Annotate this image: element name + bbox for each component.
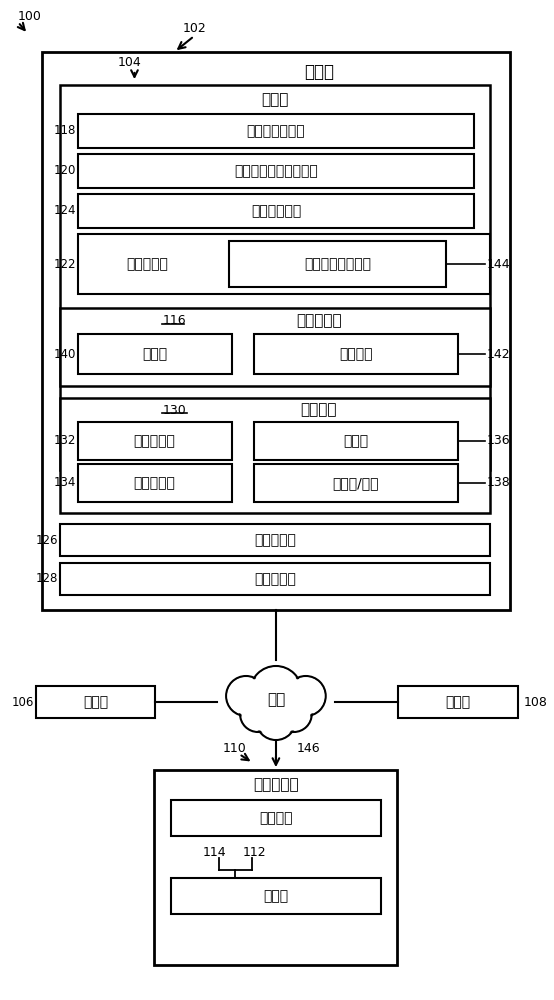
Circle shape <box>276 696 312 732</box>
Text: 106: 106 <box>12 696 34 708</box>
Bar <box>60 308 490 386</box>
Bar <box>78 334 232 374</box>
Bar <box>171 800 381 836</box>
Circle shape <box>256 700 296 740</box>
Bar <box>398 686 518 718</box>
Text: 126: 126 <box>35 534 58 546</box>
Text: 存在控制器: 存在控制器 <box>254 572 296 586</box>
Text: 122: 122 <box>53 257 76 270</box>
Bar <box>60 563 490 595</box>
Bar <box>171 878 381 914</box>
Text: 118: 118 <box>53 124 76 137</box>
Bar <box>78 234 490 294</box>
Bar <box>78 422 232 460</box>
Bar <box>60 85 490 470</box>
Circle shape <box>240 696 276 732</box>
Text: 收发器: 收发器 <box>142 347 167 361</box>
Circle shape <box>258 702 294 738</box>
Bar <box>42 52 510 610</box>
Text: 记录控制器: 记录控制器 <box>254 533 296 547</box>
Bar <box>254 464 458 502</box>
Text: 协议代理: 协议代理 <box>339 347 372 361</box>
Text: 扬声器/耳机: 扬声器/耳机 <box>332 476 379 490</box>
Text: 计算机: 计算机 <box>304 63 334 81</box>
Bar <box>78 154 474 188</box>
Text: 音频输出流: 音频输出流 <box>134 476 175 490</box>
Text: 通信方: 通信方 <box>261 93 289 107</box>
Text: 138: 138 <box>487 477 511 489</box>
Text: 通信方: 通信方 <box>445 695 471 709</box>
Circle shape <box>250 666 302 718</box>
Text: 132: 132 <box>53 434 76 448</box>
Text: 数据流控制器: 数据流控制器 <box>251 204 301 218</box>
Text: 112: 112 <box>242 846 266 858</box>
Text: 网络: 网络 <box>267 692 285 708</box>
Text: 124: 124 <box>53 205 76 218</box>
Text: 146: 146 <box>297 742 321 754</box>
Bar <box>254 422 458 460</box>
Text: 134: 134 <box>53 477 76 489</box>
Bar <box>78 464 232 502</box>
Text: 128: 128 <box>35 572 58 585</box>
Text: 配置文件: 配置文件 <box>259 811 293 825</box>
Text: 136: 136 <box>487 434 511 448</box>
Circle shape <box>288 678 324 714</box>
Circle shape <box>252 668 300 716</box>
Text: 100: 100 <box>18 9 42 22</box>
Circle shape <box>286 676 326 716</box>
Text: 配置控制器: 配置控制器 <box>126 257 168 271</box>
Text: 战术和环境提示控制器: 战术和环境提示控制器 <box>234 164 318 178</box>
Circle shape <box>226 676 266 716</box>
Text: 测试指挥者: 测试指挥者 <box>253 778 299 792</box>
Circle shape <box>242 698 274 730</box>
Text: 120: 120 <box>53 164 76 178</box>
Text: 麦克风: 麦克风 <box>343 434 368 448</box>
Bar <box>60 524 490 556</box>
Text: 108: 108 <box>524 696 548 708</box>
Text: 116: 116 <box>162 314 186 328</box>
Text: 144: 144 <box>487 257 511 270</box>
Bar <box>229 241 446 287</box>
Text: 102: 102 <box>182 21 206 34</box>
Circle shape <box>228 678 264 714</box>
Text: 语音通信系统配置: 语音通信系统配置 <box>304 257 371 271</box>
Text: 114: 114 <box>202 846 226 858</box>
Bar <box>36 686 155 718</box>
Bar <box>155 770 397 965</box>
Text: 音频输入流: 音频输入流 <box>134 434 175 448</box>
Text: 音频设备: 音频设备 <box>300 402 337 418</box>
Circle shape <box>278 698 310 730</box>
Text: 130: 130 <box>162 403 186 416</box>
Text: 通信管理器: 通信管理器 <box>296 314 342 328</box>
Text: 140: 140 <box>53 348 76 360</box>
Bar <box>254 334 458 374</box>
Text: 142: 142 <box>487 348 511 360</box>
Bar <box>78 114 474 148</box>
Bar <box>78 194 474 228</box>
Text: 110: 110 <box>222 742 246 754</box>
Text: 104: 104 <box>117 56 141 70</box>
Bar <box>60 398 490 513</box>
Text: 通信方: 通信方 <box>83 695 108 709</box>
Text: 通信方: 通信方 <box>263 889 289 903</box>
Text: 通信管理控制器: 通信管理控制器 <box>247 124 305 138</box>
